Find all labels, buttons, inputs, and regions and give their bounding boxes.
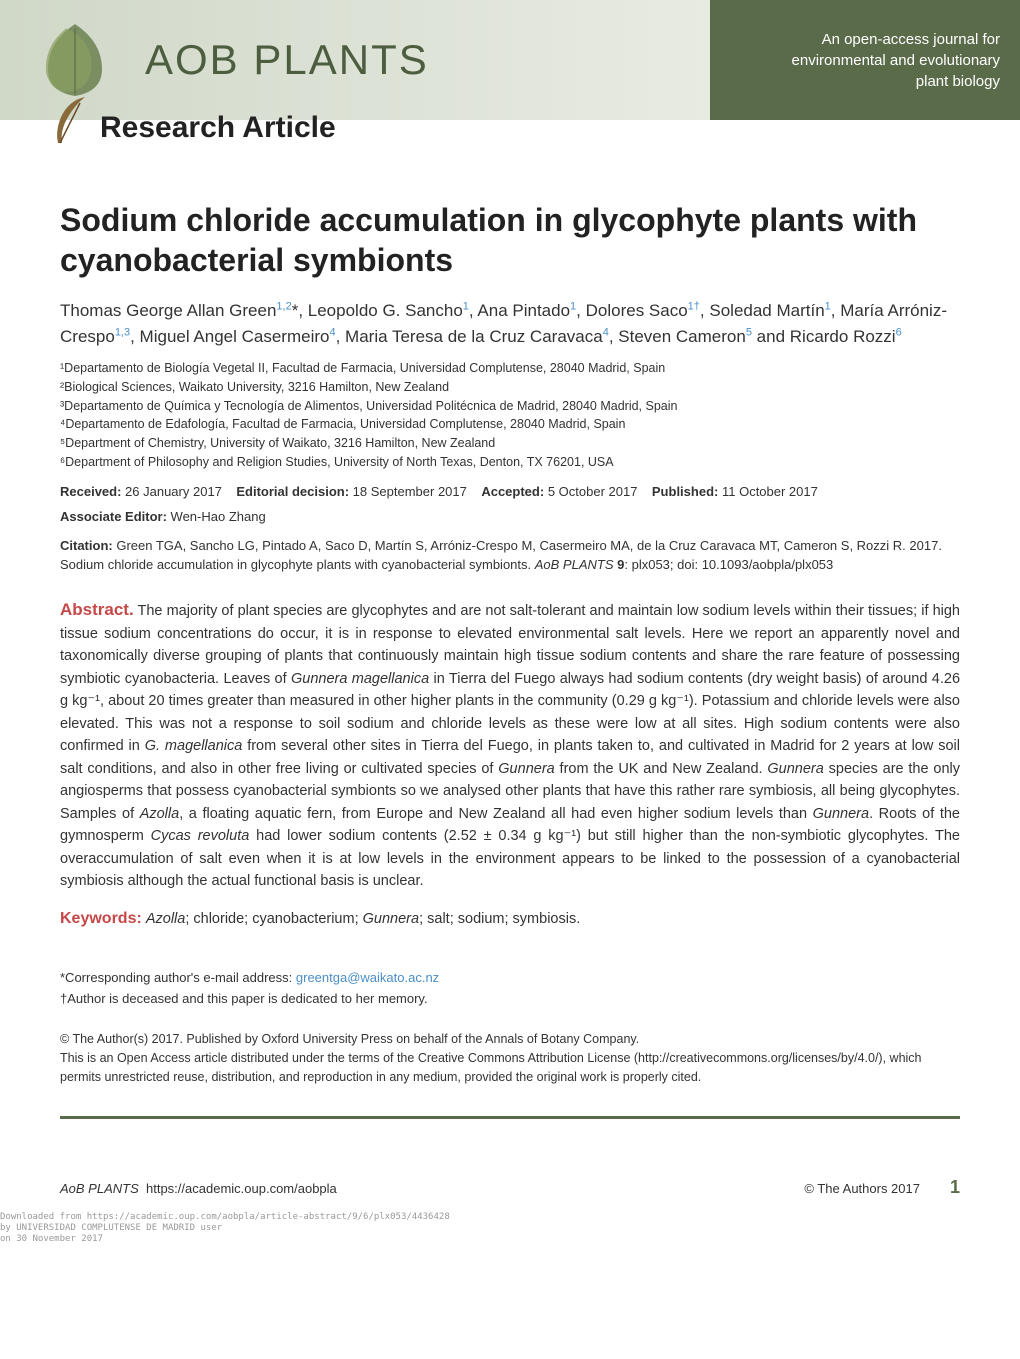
tagline-line: environmental and evolutionary (792, 50, 1000, 71)
header-banner: AOB PLANTS An open-access journal for en… (0, 0, 1020, 160)
download-note: Downloaded from https://academic.oup.com… (0, 1208, 1020, 1254)
associate-editor: Associate Editor: Wen-Hao Zhang (60, 509, 960, 524)
footer-divider (60, 1116, 960, 1119)
assoc-editor-label: Associate Editor: (60, 509, 167, 524)
affiliation: ⁵Department of Chemistry, University of … (60, 434, 960, 453)
page-number: 1 (950, 1177, 960, 1198)
assoc-editor-name: Wen-Hao Zhang (171, 509, 266, 524)
footer-copyright: © The Authors 2017 (804, 1181, 920, 1196)
affiliations: ¹Departamento de Biología Vegetal II, Fa… (60, 359, 960, 472)
footer-journal-url: https://academic.oup.com/aobpla (146, 1181, 337, 1196)
affiliation: ¹Departamento de Biología Vegetal II, Fa… (60, 359, 960, 378)
published-date: 11 October 2017 (722, 484, 818, 499)
article-type-wrap: Research Article (50, 95, 336, 145)
citation: Citation: Green TGA, Sancho LG, Pintado … (60, 536, 960, 575)
journal-title: AOB PLANTS (145, 36, 429, 84)
citation-label: Citation: (60, 538, 113, 553)
leaf-icon (30, 15, 120, 105)
footer-line: AoB PLANTS https://academic.oup.com/aobp… (60, 1177, 960, 1198)
abstract-text: The majority of plant species are glycop… (60, 603, 960, 890)
keywords-label: Keywords: (60, 910, 142, 927)
keywords-text: Azolla; chloride; cyanobacterium; Gunner… (146, 911, 580, 927)
footer-right: © The Authors 2017 1 (804, 1177, 960, 1198)
download-line: Downloaded from https://academic.oup.com… (0, 1212, 960, 1223)
citation-text: Green TGA, Sancho LG, Pintado A, Saco D,… (60, 538, 942, 573)
download-line: on 30 November 2017 (0, 1234, 960, 1245)
article-content: Sodium chloride accumulation in glycophy… (0, 180, 1020, 1177)
corresponding-line: *Corresponding author's e-mail address: … (60, 968, 960, 989)
decision-date: 18 September 2017 (353, 484, 467, 499)
corresponding-prefix: *Corresponding author's e-mail address: (60, 970, 296, 985)
feather-icon (50, 95, 90, 145)
corresponding-author: *Corresponding author's e-mail address: … (60, 968, 960, 1010)
received-label: Received: (60, 484, 121, 499)
footer-journal-name: AoB PLANTS (60, 1181, 139, 1196)
accepted-label: Accepted: (481, 484, 544, 499)
banner-tagline: An open-access journal for environmental… (710, 0, 1020, 120)
published-label: Published: (652, 484, 718, 499)
license-line: © The Author(s) 2017. Published by Oxfor… (60, 1030, 960, 1049)
publication-dates: Received: 26 January 2017 Editorial deci… (60, 484, 960, 499)
page-footer: AoB PLANTS https://academic.oup.com/aobp… (0, 1177, 1020, 1208)
article-title: Sodium chloride accumulation in glycophy… (60, 200, 960, 280)
affiliation: ²Biological Sciences, Waikato University… (60, 378, 960, 397)
abstract: Abstract. The majority of plant species … (60, 597, 960, 893)
keywords: Keywords: Azolla; chloride; cyanobacteri… (60, 910, 960, 928)
affiliation: ⁶Department of Philosophy and Religion S… (60, 453, 960, 472)
tagline-line: plant biology (916, 71, 1000, 92)
footer-journal: AoB PLANTS https://academic.oup.com/aobp… (60, 1181, 337, 1196)
received-date: 26 January 2017 (125, 484, 222, 499)
dedication-line: †Author is deceased and this paper is de… (60, 989, 960, 1010)
license-block: © The Author(s) 2017. Published by Oxfor… (60, 1030, 960, 1086)
abstract-label: Abstract. (60, 600, 134, 619)
article-type: Research Article (100, 111, 336, 145)
decision-label: Editorial decision: (236, 484, 349, 499)
accepted-date: 5 October 2017 (548, 484, 638, 499)
tagline-line: An open-access journal for (822, 29, 1000, 50)
corresponding-email[interactable]: greentga@waikato.ac.nz (296, 970, 439, 985)
affiliation: ⁴Departamento de Edafología, Facultad de… (60, 415, 960, 434)
affiliation: ³Departamento de Química y Tecnología de… (60, 397, 960, 416)
author-list: Thomas George Allan Green1,2*, Leopoldo … (60, 298, 960, 349)
download-line: by UNIVERSIDAD COMPLUTENSE DE MADRID use… (0, 1223, 960, 1234)
license-line: This is an Open Access article distribut… (60, 1049, 960, 1087)
